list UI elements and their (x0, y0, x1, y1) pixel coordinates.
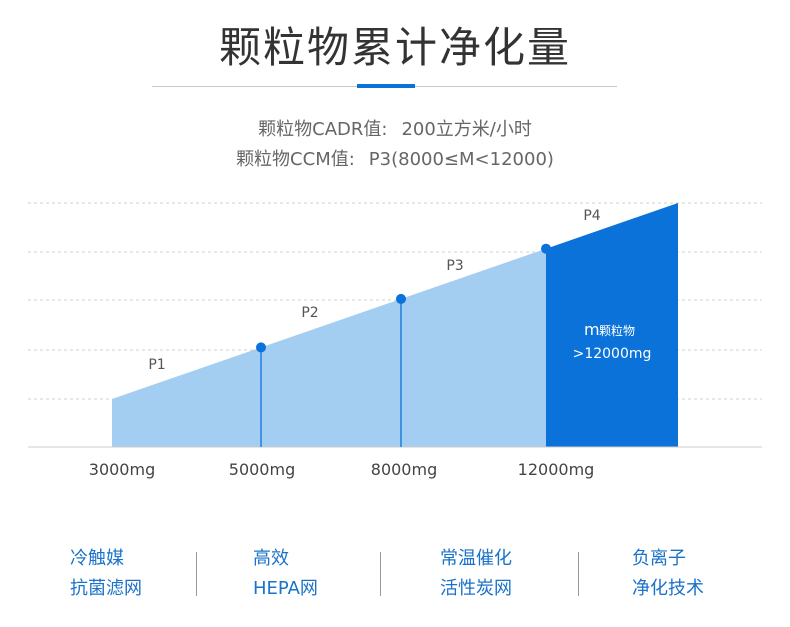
feature-line1: 常温催化 (440, 548, 512, 569)
feature-divider (578, 552, 579, 596)
highlight-symbol: m (584, 320, 600, 339)
feature-item: 负离子 净化技术 (632, 544, 704, 604)
feature-item: 常温催化 活性炭网 (440, 544, 512, 604)
level-marker-dot (256, 342, 266, 353)
feature-list: 冷触媒 抗菌滤网 高效 HEPA网 常温催化 活性炭网 负离子 净化技术 (0, 544, 790, 614)
feature-line2: HEPA网 (253, 578, 318, 599)
ccm-spec: 颗粒物CCM值: P3(8000≤M<12000) (0, 145, 790, 171)
feature-line2: 活性炭网 (440, 578, 512, 599)
ccm-value: P3(8000≤M<12000) (368, 149, 554, 170)
level-label: P4 (583, 208, 600, 224)
chart-markers (256, 243, 551, 447)
feature-line1: 冷触媒 (70, 548, 124, 569)
feature-line2: 净化技术 (632, 578, 704, 599)
cadr-label: 颗粒物CADR值: (258, 119, 388, 140)
page-title: 颗粒物累计净化量 (218, 23, 571, 72)
area-dark (546, 203, 678, 447)
feature-line1: 负离子 (632, 548, 686, 569)
ccm-label: 颗粒物CCM值: (236, 149, 355, 170)
x-tick-label: 5000mg (229, 460, 295, 479)
feature-line2: 抗菌滤网 (70, 578, 142, 599)
cadr-spec: 颗粒物CADR值: 200立方米/小时 (0, 115, 790, 141)
feature-line1: 高效 (253, 548, 289, 569)
level-label: P2 (301, 305, 318, 321)
feature-divider (196, 552, 197, 596)
highlight-value: >12000mg (573, 346, 652, 362)
title-accent-bar (357, 84, 415, 88)
feature-item: 高效 HEPA网 (253, 544, 318, 604)
x-tick-label: 8000mg (371, 460, 437, 479)
level-label: P3 (446, 258, 463, 274)
level-marker-dot (541, 243, 551, 254)
purification-chart: P1 P2 P3 P4 3000mg 5000mg 8000mg 12000mg m 颗粒物… (28, 202, 762, 479)
cadr-value: 200立方米/小时 (401, 119, 532, 140)
feature-divider (380, 552, 381, 596)
x-tick-label: 12000mg (518, 460, 595, 479)
level-marker-dot (396, 293, 406, 304)
area-light (112, 248, 546, 447)
highlight-label: 颗粒物 (599, 323, 635, 338)
feature-item: 冷触媒 抗菌滤网 (70, 544, 142, 604)
level-label: P1 (148, 357, 165, 373)
x-tick-label: 3000mg (89, 460, 155, 479)
